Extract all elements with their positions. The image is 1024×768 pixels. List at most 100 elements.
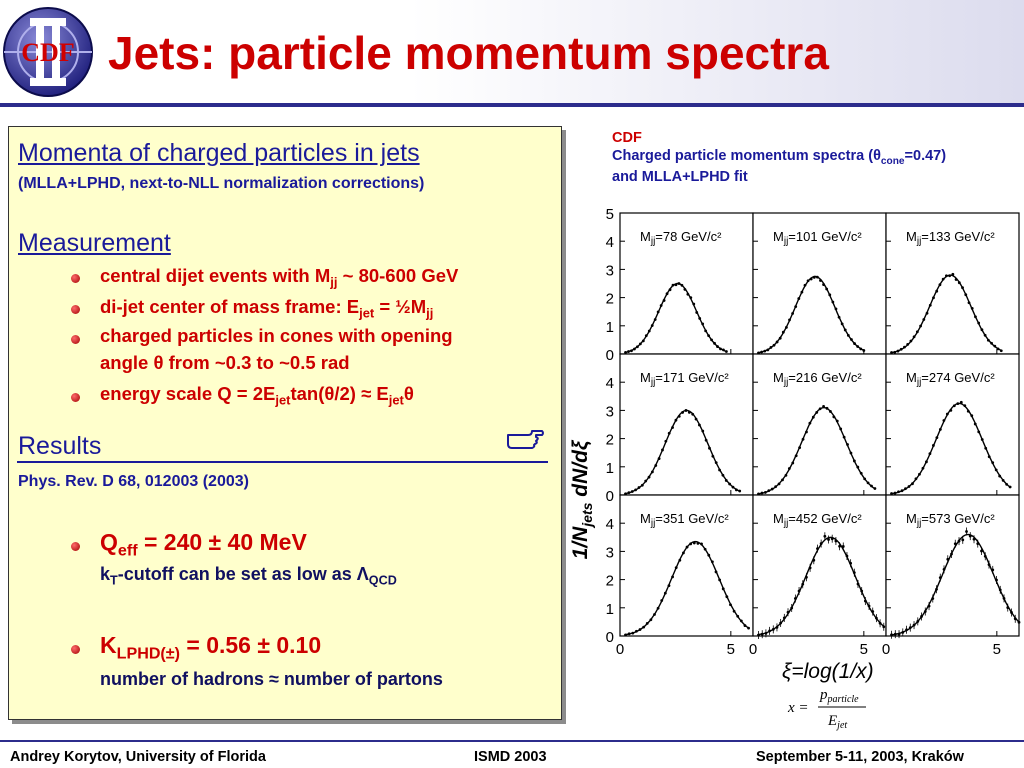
data-point — [987, 455, 991, 459]
data-point — [954, 278, 958, 281]
data-point — [835, 419, 839, 423]
data-point — [890, 492, 893, 495]
data-point — [743, 624, 747, 627]
data-point — [945, 274, 948, 278]
data-point — [809, 277, 813, 281]
data-point — [977, 430, 981, 434]
data-point — [657, 457, 661, 460]
data-point — [763, 491, 767, 494]
data-point — [966, 409, 970, 413]
fit-curve — [757, 536, 885, 636]
data-point — [951, 272, 955, 276]
data-point — [928, 452, 932, 456]
data-point — [815, 411, 819, 414]
data-point — [794, 305, 798, 309]
data-point — [716, 345, 719, 348]
data-point — [907, 485, 911, 488]
data-point — [707, 334, 711, 338]
data-point — [692, 541, 696, 545]
data-point — [866, 481, 870, 485]
x-tick-label: 0 — [749, 641, 757, 658]
y-tick-label: 2 — [606, 291, 614, 308]
x-tick-label: 5 — [860, 641, 868, 658]
data-point — [638, 342, 642, 346]
y-tick-label: 5 — [606, 206, 614, 223]
data-point — [701, 429, 705, 433]
data-point — [990, 341, 993, 345]
x-tick-label: 0 — [882, 641, 890, 658]
data-point — [912, 335, 916, 339]
x-tick-label: 5 — [727, 641, 735, 658]
data-point — [656, 606, 660, 610]
data-point — [781, 478, 784, 482]
reference-citation: Phys. Rev. D 68, 012003 (2003) — [18, 473, 249, 490]
data-point — [718, 468, 721, 472]
panel-label: Mjj=573 GeV/c² — [906, 511, 995, 529]
data-point — [812, 275, 816, 279]
data-point — [689, 296, 693, 300]
data-point — [653, 613, 656, 616]
data-point — [774, 485, 778, 489]
panel-frame — [619, 494, 754, 637]
data-point — [671, 575, 674, 579]
data-point — [722, 348, 725, 352]
data-point — [797, 297, 801, 300]
data-point — [647, 475, 651, 479]
data-point — [677, 414, 681, 418]
data-point — [850, 338, 853, 341]
data-point — [725, 350, 728, 353]
data-point — [859, 471, 863, 475]
data-point — [952, 404, 956, 408]
data-point — [956, 402, 960, 406]
data-point — [736, 614, 740, 618]
data-point — [641, 339, 645, 343]
data-point — [903, 345, 906, 349]
data-point — [644, 479, 648, 483]
data-point — [900, 489, 904, 493]
data-point — [719, 347, 722, 351]
data-point — [993, 344, 997, 348]
panel-label: Mjj=133 GeV/c² — [906, 229, 995, 247]
data-point — [630, 349, 633, 353]
data-point — [653, 318, 657, 321]
slide-header: CDF Jets: particle momentum spectra — [0, 0, 1024, 104]
data-point — [949, 408, 953, 412]
data-point — [932, 296, 935, 300]
bullet-icon — [71, 335, 80, 344]
data-point — [840, 322, 844, 326]
data-point — [906, 342, 910, 346]
data-point — [707, 553, 711, 557]
data-point — [781, 330, 785, 334]
data-point — [738, 489, 742, 493]
footer-conference: ISMD 2003 — [474, 749, 547, 765]
data-point — [656, 310, 660, 314]
data-point — [686, 292, 690, 296]
y-tick-label: 3 — [606, 403, 614, 420]
data-point — [893, 491, 897, 495]
measurement-item-2: di-jet center of mass frame: Ejet = ½Mjj — [100, 296, 434, 321]
data-point — [739, 619, 743, 623]
data-point — [634, 629, 638, 633]
measurement-item-3-line2: angle θ from ~0.3 to ~0.5 rad — [100, 352, 350, 373]
panel-label: Mjj=171 GeV/c² — [640, 370, 729, 388]
data-point — [763, 349, 767, 353]
x-tick-label: 5 — [993, 641, 1001, 658]
y-tick-label: 4 — [606, 234, 614, 251]
data-point — [649, 618, 653, 622]
data-point — [769, 346, 773, 349]
data-point — [899, 347, 903, 351]
data-point — [680, 283, 684, 287]
page-title: Jets: particle momentum spectra — [108, 27, 829, 79]
data-point — [645, 621, 649, 625]
y-tick-label: 0 — [606, 347, 614, 364]
data-point — [684, 409, 688, 412]
data-point — [642, 625, 646, 629]
data-point — [668, 288, 672, 292]
data-point — [624, 351, 627, 354]
data-point — [852, 459, 856, 463]
data-point — [991, 461, 995, 465]
data-point — [977, 321, 981, 325]
data-point — [825, 287, 829, 291]
result-qeff: Qeff = 240 ± 40 MeV — [100, 529, 307, 560]
y-tick-label: 3 — [606, 262, 614, 279]
